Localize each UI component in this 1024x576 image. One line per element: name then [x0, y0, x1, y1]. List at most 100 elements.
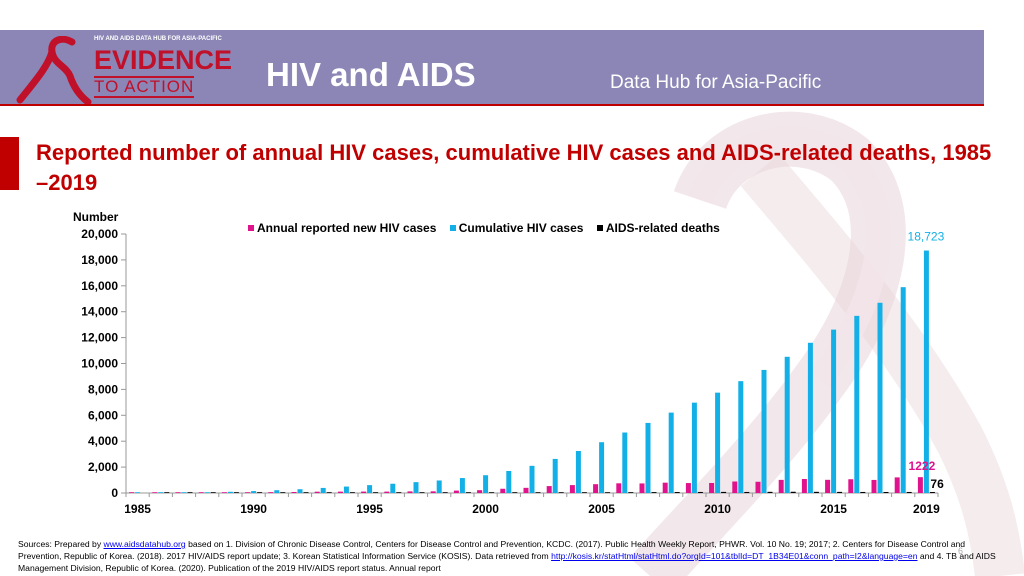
bar-cumulative [575, 451, 581, 493]
bar-new-cases [361, 491, 367, 493]
legend-swatch-new-cases [248, 224, 254, 231]
bar-deaths [373, 492, 379, 493]
bar-new-cases [546, 486, 552, 493]
legend-item-new-cases: Annual reported new HIV cases [248, 221, 436, 235]
chart-title: Reported number of annual HIV cases, cum… [36, 140, 992, 195]
y-axis: 0 2,000 4,000 6,000 8,000 10,000 12,000 14,000 1… [81, 227, 127, 500]
bar-cumulative [622, 432, 628, 493]
y-tick-label: 12,000 [81, 331, 118, 345]
bar-new-cases [129, 492, 135, 493]
bar-new-cases [685, 483, 691, 493]
bar-cumulative [204, 492, 210, 493]
bar-deaths [651, 492, 657, 493]
bar-new-cases [384, 491, 390, 493]
bar-deaths [419, 492, 425, 493]
y-tick-label: 18,000 [81, 253, 118, 267]
x-tick-label: 2019 [913, 502, 940, 516]
y-tick-label: 20,000 [81, 227, 118, 241]
bar-deaths [164, 492, 170, 493]
bar-cumulative [715, 392, 721, 493]
bar-new-cases [778, 479, 784, 493]
bar-cumulative [158, 492, 164, 493]
bar-deaths [489, 492, 495, 493]
logo-tagline: HIV AND AIDS DATA HUB FOR ASIA-PACIFIC [94, 36, 222, 42]
sources-suffix: and 4. TB and AIDS Management Division, … [18, 551, 996, 573]
legend-label-cumulative: Cumulative HIV cases [458, 221, 584, 235]
bar-cumulative [320, 487, 326, 493]
bar-cumulative [738, 381, 744, 493]
bar-new-cases [662, 482, 668, 493]
bar-new-cases [198, 492, 204, 493]
header-banner [0, 30, 984, 105]
bar-deaths [605, 492, 611, 493]
bar-cumulative [274, 490, 280, 493]
y-tick-label: 14,000 [81, 305, 118, 319]
bar-new-cases [593, 484, 599, 493]
bar-cumulative [552, 458, 558, 493]
aidsdatahub-link[interactable]: www.aidsdatahub.org [103, 539, 186, 549]
bar-new-cases [407, 491, 413, 493]
y-tick-label: 6,000 [88, 408, 118, 422]
data-label: 1222 [909, 459, 936, 473]
red-ribbon-icon [16, 36, 92, 104]
bar-new-cases [755, 481, 761, 493]
bar-cumulative [877, 302, 883, 493]
bar-cumulative [390, 483, 396, 493]
bar-new-cases [175, 492, 181, 493]
bar-new-cases [523, 487, 529, 493]
bar-cumulative [227, 491, 233, 493]
bar-new-cases [871, 479, 877, 493]
bar-new-cases [894, 477, 900, 493]
bar-new-cases [917, 477, 923, 493]
evidence-to-action-logo[interactable]: HIV AND AIDS DATA HUB FOR ASIA-PACIFIC E… [14, 36, 244, 104]
y-tick-label: 8,000 [88, 382, 118, 396]
legend-swatch-cumulative [449, 224, 456, 231]
bar-cumulative [854, 315, 860, 493]
bar-deaths [721, 491, 727, 493]
sources-text: Sources: Prepared by www.aidsdatahub.org… [18, 538, 998, 574]
legend-item-deaths: AIDS-related deaths [596, 221, 720, 235]
y-tick-label: 2,000 [88, 460, 118, 474]
bar-new-cases [639, 483, 645, 493]
kosis-link[interactable]: http://kosis.kr/statHtml/statHtml.do?org… [551, 551, 918, 561]
bar-deaths [349, 492, 355, 493]
bar-cumulative [599, 442, 605, 493]
bar-deaths [628, 492, 634, 493]
bar-cumulative [784, 356, 790, 493]
bar-new-cases [337, 491, 343, 493]
bar-new-cases [245, 492, 251, 493]
logo-evidence-text: EVIDENCE [94, 45, 233, 75]
bar-new-cases [430, 491, 436, 493]
bar-cumulative [645, 422, 651, 493]
bar-deaths [581, 492, 587, 493]
legend-swatch-deaths [596, 224, 603, 231]
page-number: 6 [958, 546, 964, 556]
app-subtitle: Data Hub for Asia-Pacific [610, 72, 822, 93]
bar-deaths [906, 491, 912, 493]
bar-new-cases [268, 492, 274, 493]
bar-deaths [883, 491, 889, 493]
bar-cumulative [459, 478, 465, 493]
x-tick-label: 2010 [704, 502, 731, 516]
bar-cumulative [807, 342, 813, 493]
bar-deaths [837, 491, 843, 493]
x-tick-label: 2000 [472, 502, 499, 516]
bar-deaths [767, 491, 773, 493]
y-tick-label: 16,000 [81, 279, 118, 293]
x-tick-label: 1990 [240, 502, 267, 516]
chart-legend: Annual reported new HIV cases Cumulative… [248, 221, 730, 235]
legend-label-new-cases: Annual reported new HIV cases [257, 221, 437, 235]
bar-deaths [257, 492, 263, 493]
sources-prefix: Sources: Prepared by [18, 539, 104, 549]
bar-deaths [233, 492, 239, 493]
x-tick-label: 2015 [820, 502, 847, 516]
bar-cumulative [831, 329, 837, 493]
header-divider [0, 104, 984, 106]
bar-new-cases [314, 491, 320, 493]
y-tick-label: 4,000 [88, 434, 118, 448]
bar-deaths [280, 492, 286, 493]
bar-new-cases [709, 482, 715, 493]
bar-deaths [210, 492, 216, 493]
bar-new-cases [221, 492, 227, 493]
